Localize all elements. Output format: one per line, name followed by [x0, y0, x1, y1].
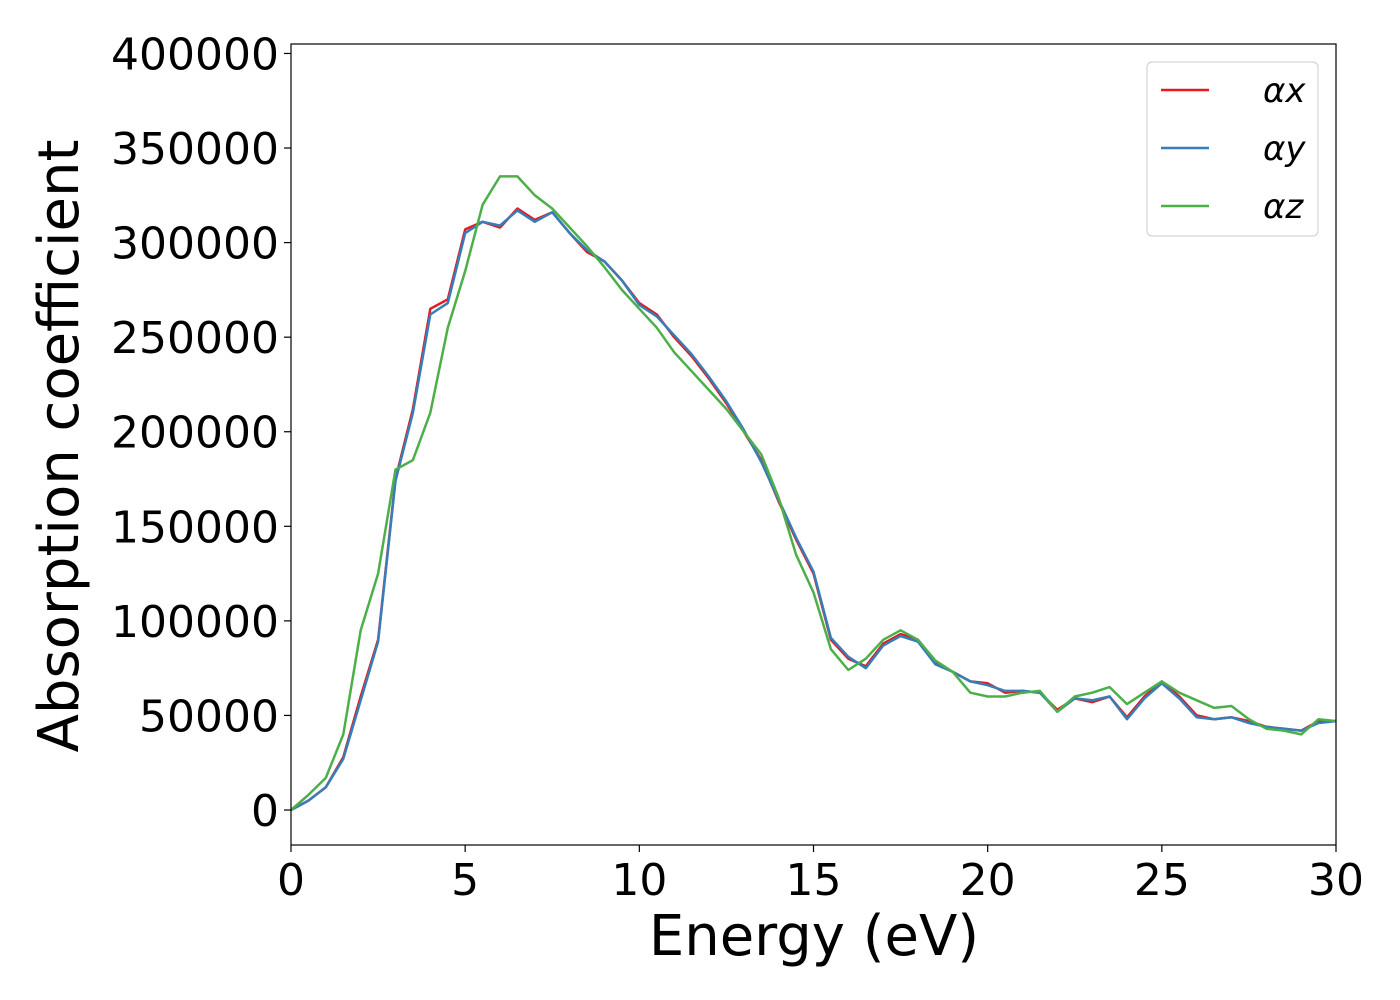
x-tick-label: 10 — [611, 855, 667, 906]
y-tick-label: 100000 — [111, 597, 279, 648]
x-tick-label: 15 — [786, 855, 842, 906]
series-line — [290, 209, 1337, 812]
legend-label: αy — [1263, 129, 1306, 169]
x-tick-label: 0 — [277, 855, 305, 906]
y-tick-label: 300000 — [111, 219, 279, 270]
y-tick-label: 400000 — [111, 29, 279, 80]
y-tick-label: 250000 — [111, 313, 279, 364]
y-axis-label: Absorption coefficient — [27, 140, 92, 753]
legend-label: αz — [1263, 187, 1304, 227]
legend-label: αx — [1263, 71, 1306, 111]
x-tick-label: 30 — [1308, 855, 1364, 906]
plot-frame — [290, 43, 1337, 846]
y-tick-label: 200000 — [111, 408, 279, 459]
series-line — [290, 175, 1337, 811]
y-tick-label: 0 — [251, 786, 279, 837]
x-tick-label: 25 — [1134, 855, 1190, 906]
legend-box — [1146, 61, 1319, 237]
x-tick-label: 5 — [451, 855, 479, 906]
x-axis-label: Energy (eV) — [649, 904, 979, 969]
y-tick-label: 50000 — [139, 691, 279, 742]
x-tick-label: 20 — [960, 855, 1016, 906]
y-tick-label: 350000 — [111, 124, 279, 175]
y-tick-label: 150000 — [111, 502, 279, 553]
legend: αx αy αz — [1146, 61, 1319, 237]
